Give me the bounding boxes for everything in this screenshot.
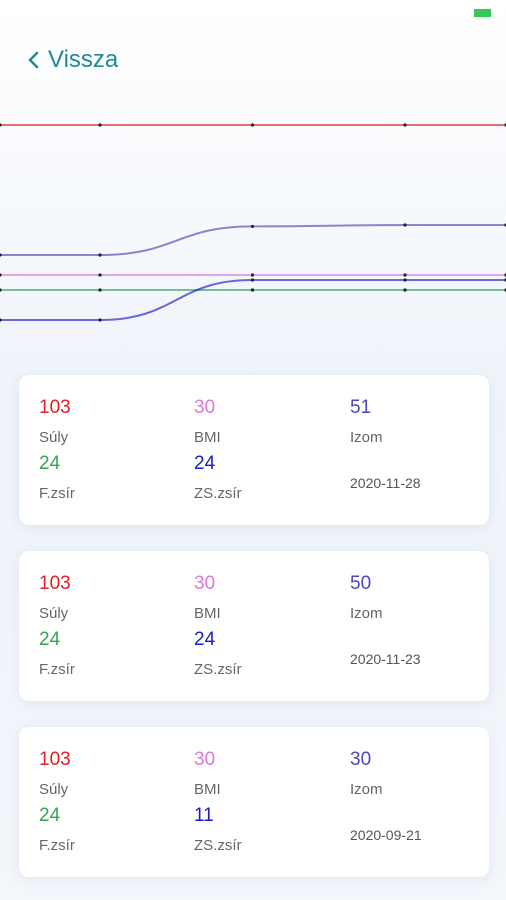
data-point-izom — [403, 223, 407, 227]
data-point-zszsir — [0, 318, 2, 322]
suly-value: 103 — [39, 749, 71, 770]
signal-icon — [8, 9, 26, 19]
data-point-izom — [98, 253, 102, 257]
status-bar: Telekom HU 21:2 84% — [0, 0, 506, 28]
izom-value: 50 — [350, 573, 372, 594]
data-point-suly — [98, 123, 102, 127]
izom-value: 51 — [350, 397, 372, 418]
record-card[interactable]: 103 30 50 Súly BMI Izom 24 24 2020-11-23… — [19, 551, 489, 701]
data-point-suly — [250, 123, 255, 127]
zszsir-value: 24 — [194, 453, 216, 474]
bmi-value: 30 — [194, 397, 216, 418]
zszsir-label: ZS.zsír — [194, 485, 242, 502]
record-card[interactable]: 103 30 51 Súly BMI Izom 24 24 2020-11-28… — [19, 375, 489, 525]
data-point-zszsir — [98, 318, 102, 322]
bmi-value: 30 — [194, 573, 216, 594]
series-line-zszsir — [0, 278, 506, 322]
record-card[interactable]: 103 30 30 Súly BMI Izom 24 11 2020-09-21… — [19, 727, 489, 877]
data-point-zszsir — [403, 278, 407, 282]
izom-value: 30 — [350, 749, 372, 770]
record-date: 2020-11-23 — [350, 651, 421, 667]
izom-label: Izom — [350, 781, 383, 798]
zszsir-label: ZS.zsír — [194, 837, 242, 854]
chevron-left-icon — [28, 51, 39, 69]
zszsir-value: 11 — [194, 805, 214, 826]
data-point-fzsir — [250, 288, 255, 292]
data-point-izom — [250, 224, 255, 229]
fzsir-value: 24 — [39, 629, 61, 650]
zszsir-label: ZS.zsír — [194, 661, 242, 678]
fzsir-label: F.zsír — [39, 837, 75, 854]
data-point-suly — [0, 123, 2, 127]
izom-label: Izom — [350, 429, 383, 446]
data-point-bmi — [98, 273, 102, 277]
data-point-bmi — [250, 273, 255, 277]
fzsir-value: 24 — [39, 453, 61, 474]
data-point-fzsir — [0, 288, 2, 292]
bmi-label: BMI — [194, 605, 221, 622]
fzsir-label: F.zsír — [39, 661, 75, 678]
back-label: Vissza — [48, 46, 119, 73]
bmi-label: BMI — [194, 781, 221, 798]
data-point-bmi — [0, 273, 2, 277]
clock: 21:2 — [235, 6, 261, 21]
battery-icon — [472, 7, 495, 19]
progress-chart — [0, 123, 506, 322]
izom-label: Izom — [350, 605, 383, 622]
record-date: 2020-11-28 — [350, 475, 421, 491]
suly-value: 103 — [39, 573, 71, 594]
zszsir-value: 24 — [194, 629, 216, 650]
suly-label: Súly — [39, 429, 69, 446]
record-date: 2020-09-21 — [350, 827, 422, 843]
wifi-icon — [120, 6, 138, 20]
back-button[interactable]: Vissza — [26, 44, 118, 76]
carrier-name: Telekom HU — [34, 6, 105, 21]
data-point-bmi — [403, 273, 407, 277]
data-point-zszsir — [250, 278, 255, 282]
data-point-fzsir — [98, 288, 102, 292]
fzsir-value: 24 — [39, 805, 61, 826]
suly-value: 103 — [39, 397, 71, 418]
suly-label: Súly — [39, 605, 69, 622]
fzsir-label: F.zsír — [39, 485, 75, 502]
battery-percent: 84% — [438, 6, 465, 21]
data-point-izom — [0, 253, 2, 257]
suly-label: Súly — [39, 781, 69, 798]
series-line-izom — [0, 223, 506, 257]
bmi-label: BMI — [194, 429, 221, 446]
data-point-fzsir — [403, 288, 407, 292]
data-point-suly — [403, 123, 407, 127]
bmi-value: 30 — [194, 749, 216, 770]
